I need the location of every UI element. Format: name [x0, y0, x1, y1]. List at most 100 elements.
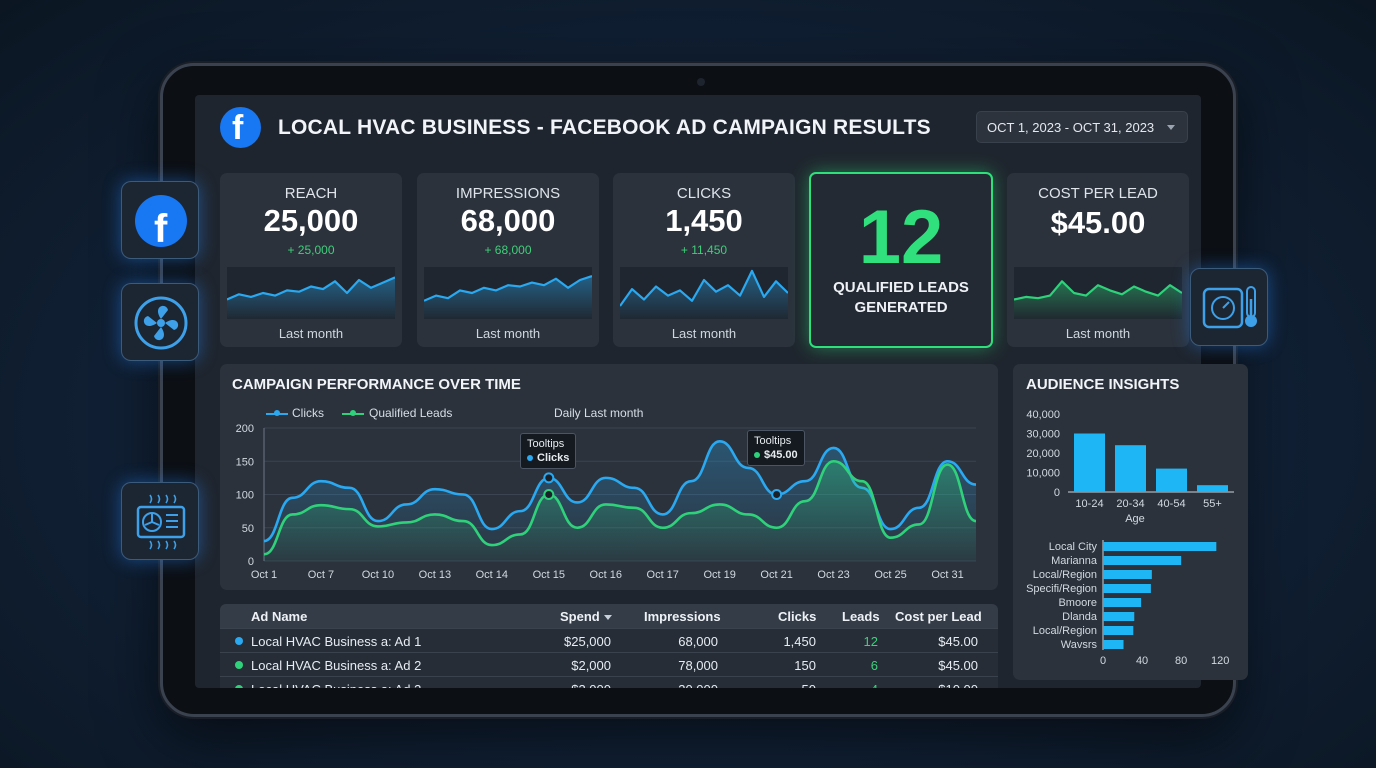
kpi-label: CLICKS [676, 185, 732, 202]
col-spend[interactable]: Spend [560, 609, 600, 624]
sparkline-area [424, 276, 592, 319]
thermostat-icon [1202, 286, 1257, 329]
facebook-side-icon[interactable]: f [121, 181, 199, 259]
kpi-delta: + 11,450 [680, 243, 728, 257]
table-row[interactable]: Local HVAC Business a: Ad 2 $2,000 78,000 1… [220, 652, 998, 676]
cell-cpl: $45.00 [938, 634, 978, 649]
kpi-card-qualified-leads[interactable]: 12 QUALIFIED LEADS GENERATED [809, 172, 993, 348]
sparkline-area [620, 270, 788, 319]
date-range-label: OCT 1, 2023 - OCT 31, 2023 [987, 120, 1155, 135]
legend-label-clicks: Clicks [292, 406, 324, 420]
kpi-footer: Last month [1065, 326, 1131, 341]
facebook-logo-icon: f [220, 107, 261, 148]
kpi-footer: Last month [278, 326, 344, 341]
thermostat-side-icon[interactable] [1190, 268, 1268, 346]
cell-leads: 12 [863, 634, 878, 649]
kpi-delta: + 68,000 [484, 243, 532, 257]
sparkline-line [620, 269, 788, 307]
sparkline-reach [227, 267, 395, 319]
caption-line-1: QUALIFIED LEADS [833, 279, 969, 296]
tooltip-cost: Tooltips $45.00 [747, 430, 805, 466]
cell-spend: $2,000 [571, 658, 611, 673]
cell-impressions: 30,000 [678, 682, 718, 688]
row-color-dot [235, 685, 243, 688]
cell-spend: $3,000 [571, 682, 611, 688]
cell-spend: $25,000 [564, 634, 611, 649]
tooltip-dot [527, 455, 533, 461]
cell-ad-name: Local HVAC Business a: Ad 3 [251, 682, 421, 688]
cell-impressions: 68,000 [678, 634, 718, 649]
cell-clicks: 50 [802, 682, 816, 688]
ads-table: Ad Name Spend Impressions Clicks Leads C… [220, 604, 998, 688]
table-row[interactable]: Local HVAC Business a: Ad 1 $25,000 68,000… [220, 628, 998, 652]
sparkline-cost-per-lead [1014, 267, 1182, 319]
kpi-footer: Last month [475, 326, 541, 341]
kpi-card-cost-per-lead[interactable]: COST PER LEAD $45.00 Last month [1007, 173, 1189, 347]
tooltip-row: $45.00 [754, 448, 798, 462]
table-row[interactable]: Local HVAC Business a: Ad 3 $3,000 30,000 5… [220, 676, 998, 688]
tooltip-series: Clicks [537, 452, 570, 464]
chevron-down-icon [1167, 125, 1175, 130]
svg-text:f: f [154, 207, 168, 251]
sparkline-line [1014, 280, 1182, 301]
fan-side-icon[interactable] [121, 283, 199, 361]
sparkline-area [1014, 281, 1182, 319]
kpi-delta: + 25,000 [287, 243, 335, 257]
kpi-footer: Last month [671, 326, 737, 341]
cell-ad-name: Local HVAC Business a: Ad 2 [251, 658, 422, 673]
qualified-leads-caption: QUALIFIED LEADS GENERATED [811, 278, 991, 318]
cell-clicks: 1,450 [783, 634, 816, 649]
kpi-label: REACH [284, 185, 338, 202]
cell-leads: 4 [871, 682, 878, 688]
facebook-icon: f [135, 195, 187, 251]
kpi-card-impressions[interactable]: IMPRESSIONS 68,000 + 68,000 Last month [417, 173, 599, 347]
hvac-unit-side-icon[interactable] [121, 482, 199, 560]
sparkline-line [227, 276, 395, 301]
row-color-dot [235, 637, 243, 645]
tooltip-dot [754, 452, 760, 458]
legend-dot-leads [350, 410, 356, 416]
kpi-label: COST PER LEAD [1038, 185, 1158, 202]
cell-leads: 6 [870, 658, 878, 673]
camera-icon [697, 78, 705, 86]
col-leads[interactable]: Leads [842, 609, 880, 624]
chart-subtitle: Daily Last month [554, 406, 644, 420]
date-range-picker[interactable]: OCT 1, 2023 - OCT 31, 2023 [976, 111, 1188, 143]
cell-cpl: $10.00 [938, 682, 978, 688]
campaign-performance-panel [220, 364, 998, 590]
caption-line-2: GENERATED [854, 299, 948, 316]
kpi-label: IMPRESSIONS [455, 185, 561, 202]
page-title: LOCAL HVAC BUSINESS - FACEBOOK AD CAMPAI… [278, 116, 931, 139]
sparkline-clicks [620, 267, 788, 319]
col-impressions[interactable]: Impressions [644, 609, 721, 624]
kpi-card-clicks[interactable]: CLICKS 1,450 + 11,450 Last month [613, 173, 795, 347]
cell-clicks: 150 [794, 658, 816, 673]
col-cost-per-lead[interactable]: Cost per Lead [895, 609, 982, 624]
tooltip-title: Tooltips [754, 435, 792, 447]
legend-label-leads: Qualified Leads [369, 406, 453, 420]
sparkline-line [424, 275, 592, 302]
audience-insights-title: AUDIENCE INSIGHTS [1026, 376, 1180, 393]
audience-insights-panel [1013, 364, 1248, 680]
legend-dot-clicks [274, 410, 280, 416]
sort-desc-icon[interactable] [604, 615, 612, 620]
kpi-value: $45.00 [1050, 205, 1146, 240]
performance-chart-title: CAMPAIGN PERFORMANCE OVER TIME [232, 376, 521, 393]
cell-cpl: $45.00 [938, 658, 978, 673]
tooltip-clicks: Tooltips Clicks [520, 433, 577, 469]
cell-ad-name: Local HVAC Business a: Ad 1 [251, 634, 422, 649]
air-conditioner-icon [136, 494, 186, 550]
fan-icon [134, 296, 188, 350]
sparkline-impressions [424, 267, 592, 319]
kpi-value: 68,000 [460, 203, 556, 238]
kpi-value: 25,000 [263, 203, 359, 238]
qualified-leads-value: 12 [858, 195, 944, 280]
tooltip-row: Clicks [527, 451, 569, 465]
tooltip-title: Tooltips [527, 438, 565, 450]
kpi-card-reach[interactable]: REACH 25,000 + 25,000 Last month [220, 173, 402, 347]
col-ad-name[interactable]: Ad Name [251, 609, 308, 624]
col-clicks[interactable]: Clicks [778, 609, 817, 624]
cell-impressions: 78,000 [678, 658, 718, 673]
row-color-dot [235, 661, 243, 669]
kpi-value: 1,450 [665, 203, 743, 238]
